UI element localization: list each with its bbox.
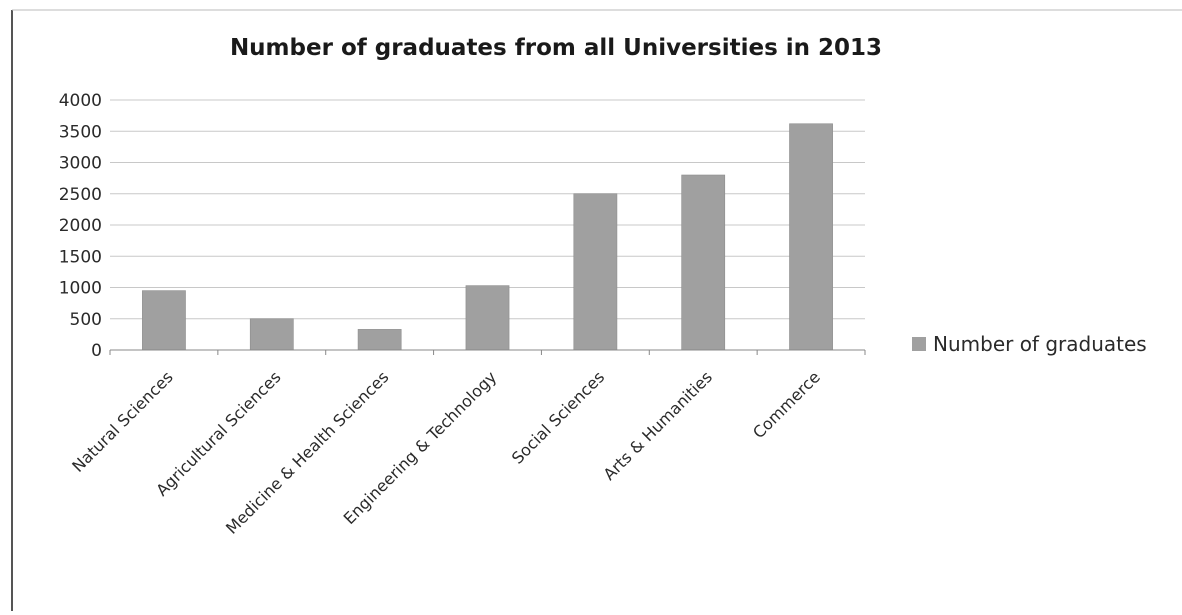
category-label: Natural Sciences [68, 367, 177, 476]
y-tick-label: 2500 [59, 185, 102, 205]
legend-swatch [912, 337, 926, 351]
category-label: Arts & Humanities [599, 367, 716, 484]
bar [142, 290, 186, 351]
bar [573, 193, 618, 351]
y-tick-label: 3000 [59, 154, 102, 174]
y-tick-label: 0 [91, 341, 102, 361]
y-axis-tick-labels: 0 500 1000 1500 2000 2500 3000 3500 4000 [59, 91, 102, 361]
x-axis [109, 349, 866, 355]
category-label: Social Sciences [508, 367, 608, 467]
y-tick-label: 4000 [59, 91, 102, 111]
y-tick-label: 2000 [59, 216, 102, 236]
y-tick-label: 3500 [59, 122, 102, 142]
category-label: Commerce [749, 367, 824, 442]
bars [142, 123, 833, 351]
bar [357, 329, 402, 351]
y-tick-label: 1000 [59, 279, 102, 299]
bar [465, 285, 510, 351]
chart-title: Number of graduates from all Universitie… [230, 35, 882, 61]
category-label: Agricultural Sciences [152, 367, 284, 499]
bar [681, 174, 726, 351]
y-tick-label: 1500 [59, 247, 102, 267]
legend-label: Number of graduates [933, 332, 1147, 356]
bar [249, 318, 294, 351]
y-tick-label: 500 [70, 310, 102, 330]
bar [789, 123, 833, 351]
legend: Number of graduates [912, 332, 1147, 356]
